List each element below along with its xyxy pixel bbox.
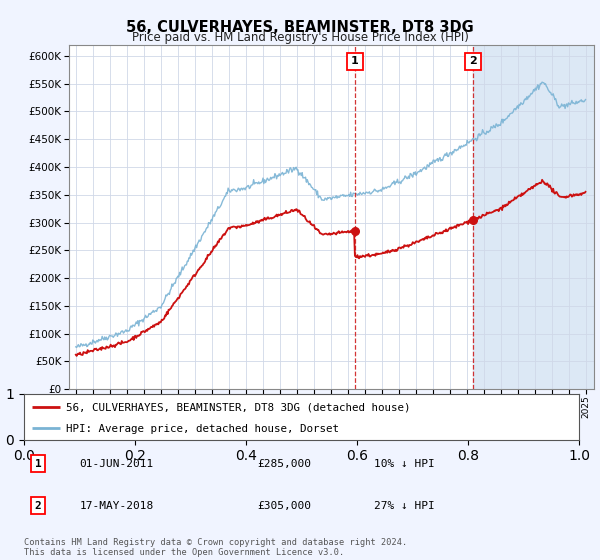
Text: 01-JUN-2011: 01-JUN-2011 (79, 459, 154, 469)
Text: 10% ↓ HPI: 10% ↓ HPI (374, 459, 434, 469)
Text: £305,000: £305,000 (257, 501, 311, 511)
Text: 2: 2 (469, 57, 477, 67)
Text: £285,000: £285,000 (257, 459, 311, 469)
Text: HPI: Average price, detached house, Dorset: HPI: Average price, detached house, Dors… (65, 423, 338, 433)
Text: 2: 2 (35, 501, 41, 511)
Text: 27% ↓ HPI: 27% ↓ HPI (374, 501, 434, 511)
Text: 56, CULVERHAYES, BEAMINSTER, DT8 3DG (detached house): 56, CULVERHAYES, BEAMINSTER, DT8 3DG (de… (65, 403, 410, 413)
Text: 1: 1 (351, 57, 359, 67)
Text: Price paid vs. HM Land Registry's House Price Index (HPI): Price paid vs. HM Land Registry's House … (131, 31, 469, 44)
Text: 56, CULVERHAYES, BEAMINSTER, DT8 3DG: 56, CULVERHAYES, BEAMINSTER, DT8 3DG (126, 20, 474, 35)
Bar (473, 45, 596, 389)
Text: Contains HM Land Registry data © Crown copyright and database right 2024.
This d: Contains HM Land Registry data © Crown c… (24, 538, 407, 557)
Text: 17-MAY-2018: 17-MAY-2018 (79, 501, 154, 511)
Text: 1: 1 (35, 459, 41, 469)
